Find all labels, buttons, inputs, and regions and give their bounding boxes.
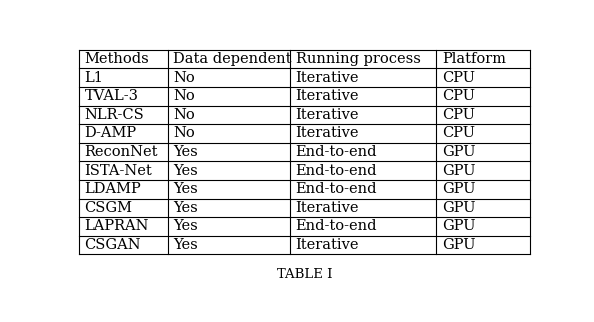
Text: Iterative: Iterative xyxy=(296,89,359,103)
Text: GPU: GPU xyxy=(442,164,475,178)
Text: ReconNet: ReconNet xyxy=(84,145,158,159)
Text: End-to-end: End-to-end xyxy=(296,145,377,159)
Text: No: No xyxy=(173,108,195,122)
Text: CPU: CPU xyxy=(442,108,475,122)
Text: Yes: Yes xyxy=(173,145,198,159)
Text: End-to-end: End-to-end xyxy=(296,182,377,196)
Text: CPU: CPU xyxy=(442,71,475,85)
Text: CPU: CPU xyxy=(442,127,475,140)
Text: GPU: GPU xyxy=(442,145,475,159)
Text: GPU: GPU xyxy=(442,182,475,196)
Text: Platform: Platform xyxy=(442,52,506,66)
Text: Yes: Yes xyxy=(173,164,198,178)
Text: Iterative: Iterative xyxy=(296,201,359,215)
Text: GPU: GPU xyxy=(442,238,475,252)
Text: LDAMP: LDAMP xyxy=(84,182,141,196)
Text: NLR-CS: NLR-CS xyxy=(84,108,144,122)
Text: End-to-end: End-to-end xyxy=(296,164,377,178)
Text: TVAL-3: TVAL-3 xyxy=(84,89,138,103)
Text: Iterative: Iterative xyxy=(296,127,359,140)
Text: Yes: Yes xyxy=(173,182,198,196)
Text: No: No xyxy=(173,89,195,103)
Text: Iterative: Iterative xyxy=(296,71,359,85)
Text: Data dependent: Data dependent xyxy=(173,52,292,66)
Text: ISTA-Net: ISTA-Net xyxy=(84,164,152,178)
Text: CSGAN: CSGAN xyxy=(84,238,141,252)
Text: Yes: Yes xyxy=(173,201,198,215)
Text: Running process: Running process xyxy=(296,52,421,66)
Text: Methods: Methods xyxy=(84,52,149,66)
Text: D-AMP: D-AMP xyxy=(84,127,137,140)
Text: CPU: CPU xyxy=(442,89,475,103)
Text: End-to-end: End-to-end xyxy=(296,220,377,233)
Text: Yes: Yes xyxy=(173,220,198,233)
Text: Iterative: Iterative xyxy=(296,238,359,252)
Text: TABLE I: TABLE I xyxy=(277,268,332,281)
Text: GPU: GPU xyxy=(442,220,475,233)
Text: CSGM: CSGM xyxy=(84,201,132,215)
Text: LAPRAN: LAPRAN xyxy=(84,220,149,233)
Text: L1: L1 xyxy=(84,71,103,85)
Text: No: No xyxy=(173,127,195,140)
Text: Iterative: Iterative xyxy=(296,108,359,122)
Text: No: No xyxy=(173,71,195,85)
Text: Yes: Yes xyxy=(173,238,198,252)
Text: GPU: GPU xyxy=(442,201,475,215)
